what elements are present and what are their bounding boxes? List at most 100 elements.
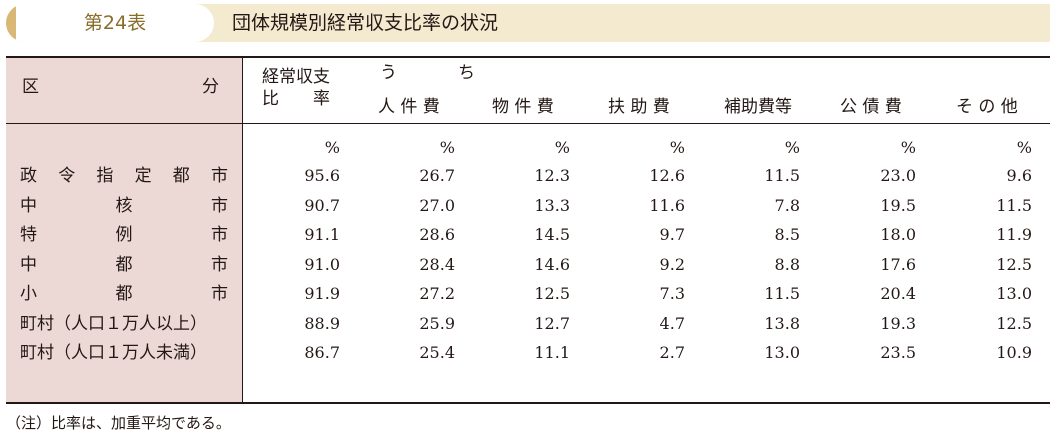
column-header-5: 公 債 費 (840, 97, 902, 117)
row-label-char: 中 (20, 195, 37, 216)
column-header-1: 人 件 費 (378, 97, 440, 117)
table-cell: 11.5 (764, 284, 800, 303)
unit-label: % (784, 138, 800, 157)
bottom-rule (6, 402, 1050, 404)
table-cell: 13.0 (764, 343, 800, 362)
table-cell: 86.7 (304, 343, 340, 362)
row-label-char: 定 (134, 166, 152, 186)
title-bar: 第24表 団体規模別経常収支比率の状況 (6, 4, 1050, 42)
table-cell: 11.5 (996, 195, 1032, 215)
header-ratio-line1: 経常収支 (262, 67, 330, 87)
row-label: 町村（人口１万人以上） (20, 314, 228, 334)
table-cell: 10.9 (996, 343, 1032, 362)
table-title: 団体規模別経常収支比率の状況 (232, 12, 499, 34)
table-cell: 12.6 (649, 166, 685, 185)
title-accent (6, 4, 16, 42)
unit-label: % (1016, 138, 1032, 157)
header-ku: 区 (22, 77, 39, 97)
table-cell: 2.7 (659, 343, 685, 362)
table-cell: 14.5 (534, 225, 570, 244)
row-label: 中都市 (20, 255, 228, 275)
table-cell: 88.9 (304, 313, 340, 333)
row-label-char: 市 (210, 166, 228, 186)
row-label-char: 指 (96, 166, 114, 186)
table-cell: 28.6 (419, 225, 455, 244)
unit-label: % (439, 138, 455, 157)
column-header-3: 扶 助 費 (608, 97, 670, 117)
table-cell: 23.0 (880, 166, 916, 185)
row-label-char: 市 (211, 225, 228, 245)
row-label-char: 町村（人口１万人未満） (20, 343, 207, 363)
table-cell: 8.5 (774, 225, 800, 244)
table-cell: 25.4 (419, 343, 455, 362)
table-cell: 27.2 (419, 284, 455, 303)
row-label-char: 町村（人口１万人以上） (20, 313, 207, 334)
table-cell: 11.6 (649, 195, 685, 215)
row-label-char: 市 (211, 284, 228, 304)
column-header-6: そ の 他 (956, 97, 1018, 117)
row-label-char: 小 (20, 284, 37, 304)
table-cell: 17.6 (880, 254, 916, 274)
label-divider (242, 57, 243, 403)
row-label-char: 特 (20, 225, 37, 245)
row-label-char: 核 (115, 195, 133, 216)
row-label: 町村（人口１万人未満） (20, 343, 228, 363)
table-cell: 12.5 (996, 254, 1032, 274)
table-cell: 8.8 (774, 254, 800, 274)
row-label-char: 都 (172, 166, 190, 186)
table-cell: 23.5 (880, 343, 916, 362)
row-label: 小都市 (20, 284, 228, 304)
table-cell: 91.9 (304, 284, 340, 303)
table-cell: 18.0 (880, 225, 916, 244)
row-label-char: 例 (115, 225, 133, 245)
header-ratio-hi: 比 (262, 89, 279, 109)
table-cell: 28.4 (419, 254, 455, 274)
header-uchi-chi: ち (458, 63, 475, 83)
table-cell: 25.9 (419, 313, 455, 333)
table-cell: 12.3 (534, 166, 570, 185)
unit-label: % (900, 138, 916, 157)
row-label-char: 政 (20, 166, 37, 186)
table-cell: 13.3 (534, 195, 570, 215)
row-label: 政 令指定都市 (20, 166, 228, 186)
header-bun: 分 (202, 77, 219, 97)
table-cell: 12.7 (534, 313, 570, 333)
table-cell: 7.8 (774, 195, 800, 215)
label-column-shade (6, 57, 242, 403)
table-cell: 90.7 (304, 195, 340, 215)
row-label-char: 都 (115, 254, 133, 275)
table-cell: 95.6 (304, 166, 340, 185)
table-cell: 9.2 (659, 254, 685, 274)
table-cell: 14.6 (534, 254, 570, 274)
table-cell: 4.7 (659, 313, 685, 333)
header-uchi-u: う (380, 63, 397, 83)
table-cell: 26.7 (419, 166, 455, 185)
table-cell: 91.0 (304, 254, 340, 274)
table-cell: 19.3 (880, 313, 916, 333)
column-header-4: 補助費等 (724, 97, 792, 117)
table-cell: 11.5 (764, 166, 800, 185)
table-cell: 7.3 (659, 284, 685, 303)
table-cell: 19.5 (880, 195, 916, 215)
header-rule (6, 123, 1050, 124)
row-label-char: 令 (58, 166, 76, 186)
table-number: 第24表 (16, 4, 214, 42)
row-label: 中核市 (20, 196, 228, 216)
header-ratio-line2: 比 率 (262, 89, 330, 109)
table-cell: 27.0 (419, 195, 455, 215)
row-label-char: 中 (20, 254, 37, 275)
top-rule (6, 56, 1050, 58)
table-cell: 11.9 (996, 225, 1032, 244)
row-label-char: 都 (115, 284, 133, 304)
table-cell: 9.6 (1006, 166, 1032, 185)
unit-label: % (554, 138, 570, 157)
ratio-table: 区 分 経常収支 比 率 う ち 人 件 費 物 件 費 扶 助 費 補助費等 公 債 … (6, 56, 1050, 404)
table-cell: 13.8 (764, 313, 800, 333)
table-cell: 13.0 (996, 284, 1032, 303)
table-cell: 11.1 (534, 343, 570, 362)
unit-label: % (669, 138, 685, 157)
row-label-char: 市 (211, 195, 228, 216)
table-cell: 9.7 (659, 225, 685, 244)
table-cell: 91.1 (304, 225, 340, 244)
column-header-2: 物 件 費 (492, 97, 554, 117)
